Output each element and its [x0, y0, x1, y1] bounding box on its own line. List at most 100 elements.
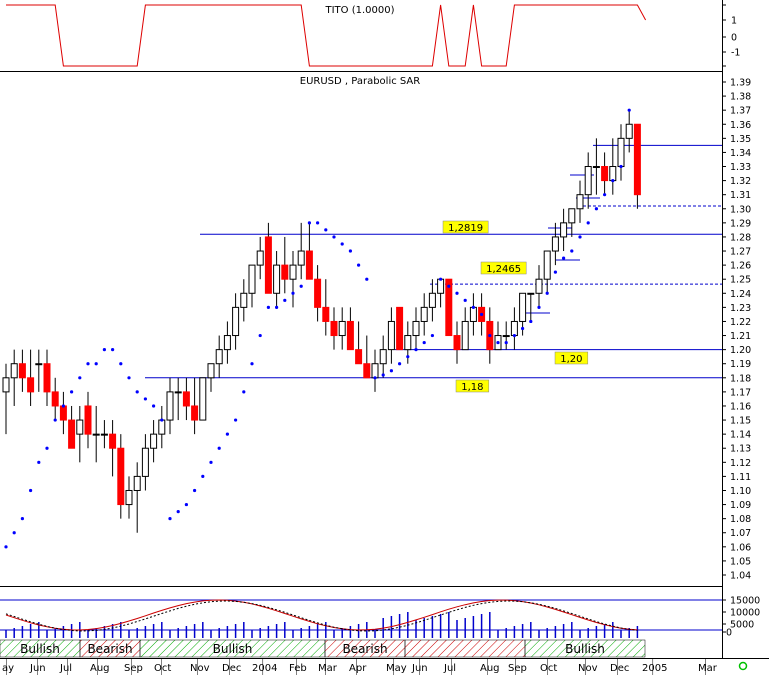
time-tick-label: Aug	[480, 663, 500, 674]
regime-label: Bullish	[20, 642, 60, 656]
volume-tick-label: 0	[726, 628, 732, 639]
sar-dot	[135, 390, 139, 394]
candle-body	[51, 391, 59, 407]
sar-dot	[193, 488, 197, 493]
level-label-box	[480, 261, 527, 275]
sar-dot	[521, 326, 525, 331]
sar-dot	[381, 373, 385, 377]
candle-body	[273, 264, 281, 294]
candle-body	[117, 447, 125, 506]
sar-dot	[250, 362, 254, 366]
price-tick-label: 1.19	[730, 359, 751, 370]
sar-dot	[611, 179, 615, 183]
sar-dot	[119, 362, 123, 366]
sar-dot	[545, 291, 549, 295]
price-tick-label: 1.21	[730, 331, 751, 342]
price-tick-label: 1.05	[730, 556, 751, 567]
sar-dot	[373, 376, 377, 380]
candle-body	[420, 306, 428, 322]
sar-dot	[553, 270, 558, 274]
candle-body	[568, 208, 576, 224]
sar-dot	[619, 164, 623, 169]
sar-dot	[209, 460, 213, 464]
price-tick-label: 1.15	[730, 416, 751, 427]
candle-body	[396, 306, 404, 351]
price-tick-label: 1.22	[730, 317, 751, 328]
time-tick-label: Jul	[443, 663, 456, 674]
price-tick-label: 1.26	[730, 261, 751, 272]
sar-dot	[168, 517, 172, 521]
sar-dot	[283, 298, 287, 302]
candle-body	[92, 433, 100, 436]
sar-dot	[45, 446, 49, 450]
candle-body	[248, 264, 256, 294]
candle-body	[100, 433, 108, 436]
sar-dot	[127, 376, 131, 380]
price-tick-label: 1.36	[730, 120, 751, 131]
sar-dot	[406, 355, 410, 359]
sar-dot	[562, 256, 566, 260]
candle-body	[576, 194, 584, 210]
sar-dot	[275, 305, 279, 309]
sar-dot	[389, 369, 393, 373]
sar-dot	[316, 221, 320, 225]
sar-dot	[37, 460, 41, 464]
price-tick-label: 1.10	[730, 486, 751, 497]
candle-body	[289, 264, 297, 280]
sar-dot	[94, 362, 98, 366]
candle-body	[371, 363, 379, 379]
sar-dot	[291, 291, 295, 295]
tito-title: TITO (1.0000)	[324, 5, 394, 16]
sar-dot	[324, 228, 328, 232]
main-title: EURUSD , Parabolic SAR	[300, 76, 421, 87]
level-label: 1,2465	[486, 264, 521, 275]
price-tick-label: 1.09	[730, 500, 751, 511]
time-tick-label: Jul	[59, 663, 72, 674]
tito-tick-label: -1	[731, 48, 740, 59]
sar-dot	[217, 446, 221, 450]
candle-body	[68, 419, 76, 449]
price-tick-label: 1.35	[730, 134, 751, 145]
candle-body	[609, 166, 617, 182]
sar-dot	[78, 376, 82, 380]
sar-dot	[430, 333, 434, 338]
candle-body	[240, 292, 248, 308]
candle-body	[527, 292, 535, 295]
sar-dot	[53, 418, 57, 422]
price-tick-label: 1.07	[730, 528, 751, 539]
regime-band: Bullish Bearish Bullish Bearish Bullish	[0, 639, 646, 658]
time-tick-label: Dec	[610, 663, 629, 674]
sar-dot	[266, 305, 270, 309]
price-axis: 1.39 1.38 1.37 1.36 1.35 1.34 1.33 1.32 1.31 1.30…	[722, 78, 751, 582]
sar-dot	[529, 319, 533, 324]
sar-dot	[111, 348, 115, 352]
time-tick-label: 2004	[252, 663, 277, 674]
candle-body	[43, 363, 51, 393]
candle-body	[346, 320, 354, 351]
sar-dot	[463, 298, 467, 302]
candle-body	[330, 320, 338, 337]
candle-body	[355, 349, 363, 365]
price-tick-label: 1.16	[730, 401, 751, 412]
time-tick-label: Jun	[411, 663, 428, 674]
sar-dot	[488, 333, 492, 338]
level-label: 1,2819	[448, 223, 483, 234]
sar-dot	[184, 502, 188, 507]
price-tick-label: 1.25	[730, 275, 751, 286]
candle-body	[182, 391, 190, 407]
candle-body	[35, 363, 43, 366]
time-tick-label: Aug	[90, 663, 110, 674]
sar-dot	[299, 284, 303, 288]
sar-dot	[455, 291, 459, 295]
candle-body	[18, 363, 26, 379]
candle-body	[519, 292, 527, 322]
price-tick-label: 1.33	[730, 162, 751, 173]
level-label-box	[442, 220, 489, 234]
sar-dot	[570, 249, 574, 253]
sar-dot	[480, 312, 484, 317]
sar-dot	[398, 362, 402, 366]
sar-dot	[357, 263, 361, 267]
candle-body	[560, 222, 568, 238]
candle-body	[141, 447, 149, 477]
